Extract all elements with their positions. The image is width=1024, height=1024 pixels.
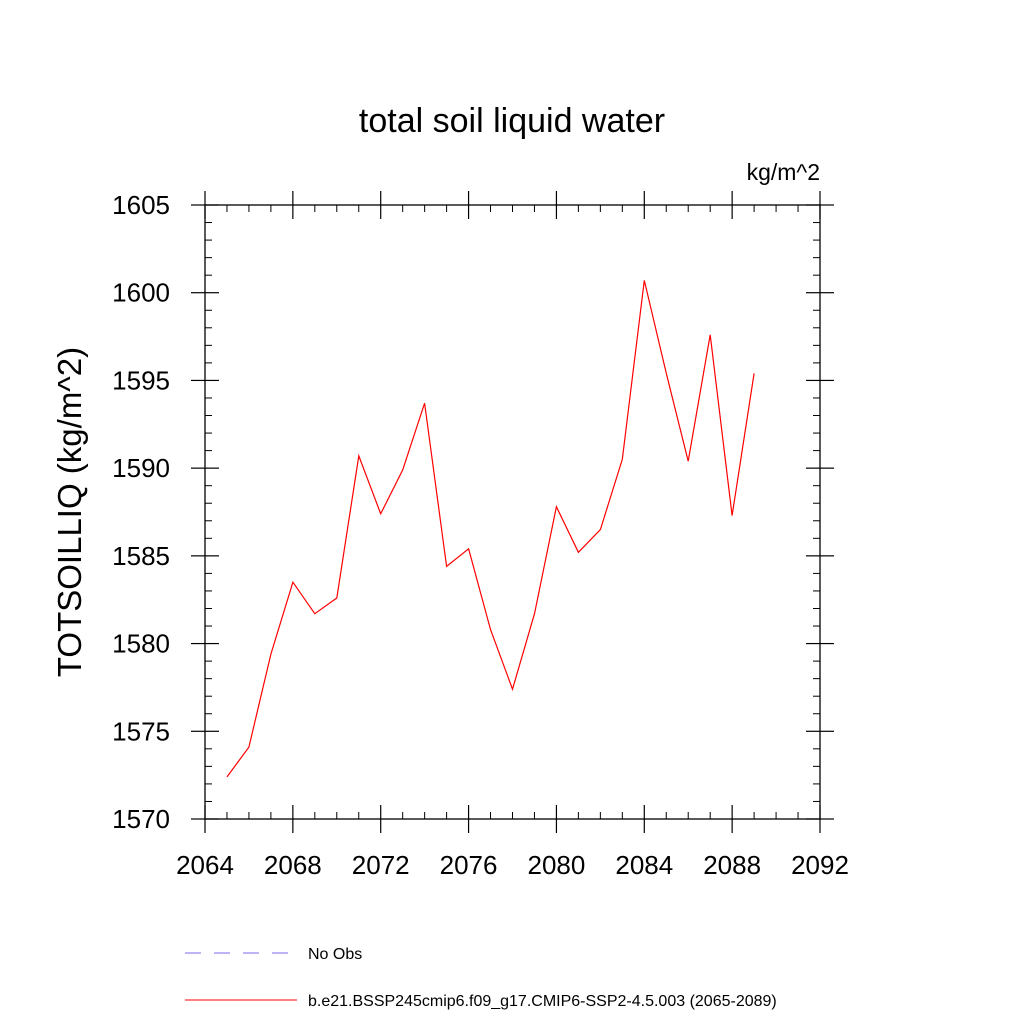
data-point bbox=[424, 403, 425, 404]
series-line bbox=[226, 280, 755, 778]
y-tick-label: 1580 bbox=[112, 629, 170, 659]
data-point bbox=[578, 552, 579, 553]
y-tick-label: 1590 bbox=[112, 453, 170, 483]
data-point bbox=[446, 566, 447, 567]
y-tick-label: 1605 bbox=[112, 190, 170, 220]
chart-title: total soil liquid water bbox=[359, 102, 665, 140]
series-group bbox=[226, 280, 755, 778]
y-tick-label: 1570 bbox=[112, 804, 170, 834]
x-tick-label: 2092 bbox=[791, 850, 849, 880]
data-point bbox=[314, 613, 315, 614]
data-point bbox=[688, 461, 689, 462]
x-tick-label: 2088 bbox=[703, 850, 761, 880]
data-point bbox=[292, 582, 293, 583]
data-point bbox=[490, 629, 491, 630]
axis-ticks: 2064 2068 2072 2076 2080 2084 2088 2092 1570 1575… bbox=[112, 190, 849, 880]
y-tick-label: 1585 bbox=[112, 541, 170, 571]
data-point bbox=[622, 459, 623, 460]
data-point bbox=[534, 613, 535, 614]
x-tick-label: 2076 bbox=[440, 850, 498, 880]
data-point bbox=[754, 373, 755, 374]
data-point bbox=[710, 334, 711, 335]
data-point bbox=[666, 373, 667, 374]
x-tick-label: 2084 bbox=[615, 850, 673, 880]
data-point bbox=[226, 776, 227, 777]
x-tick-label: 2072 bbox=[352, 850, 410, 880]
data-point bbox=[270, 653, 271, 654]
x-tick-label: 2080 bbox=[528, 850, 586, 880]
y-tick-label: 1600 bbox=[112, 278, 170, 308]
data-point bbox=[644, 280, 645, 281]
data-point bbox=[732, 515, 733, 516]
data-point bbox=[512, 689, 513, 690]
data-point bbox=[336, 597, 337, 598]
y-tick-label: 1595 bbox=[112, 365, 170, 395]
legend-label: b.e21.BSSP245cmip6.f09_g17.CMIP6-SSP2-4.… bbox=[308, 993, 777, 1010]
y-axis-label: TOTSOILLIQ (kg/m^2) bbox=[51, 347, 88, 677]
data-point bbox=[380, 513, 381, 514]
x-tick-label: 2064 bbox=[176, 850, 234, 880]
data-point bbox=[248, 746, 249, 747]
legend: No Obs b.e21.BSSP245cmip6.f09_g17.CMIP6-S… bbox=[185, 946, 777, 1010]
data-point bbox=[600, 529, 601, 530]
plot-frame bbox=[204, 204, 821, 820]
data-point bbox=[468, 548, 469, 549]
data-point bbox=[556, 506, 557, 507]
y-tick-label: 1575 bbox=[112, 716, 170, 746]
x-tick-label: 2068 bbox=[264, 850, 322, 880]
data-point bbox=[402, 469, 403, 470]
data-point bbox=[358, 455, 359, 456]
units-label: kg/m^2 bbox=[747, 159, 820, 185]
legend-label: No Obs bbox=[308, 946, 362, 963]
